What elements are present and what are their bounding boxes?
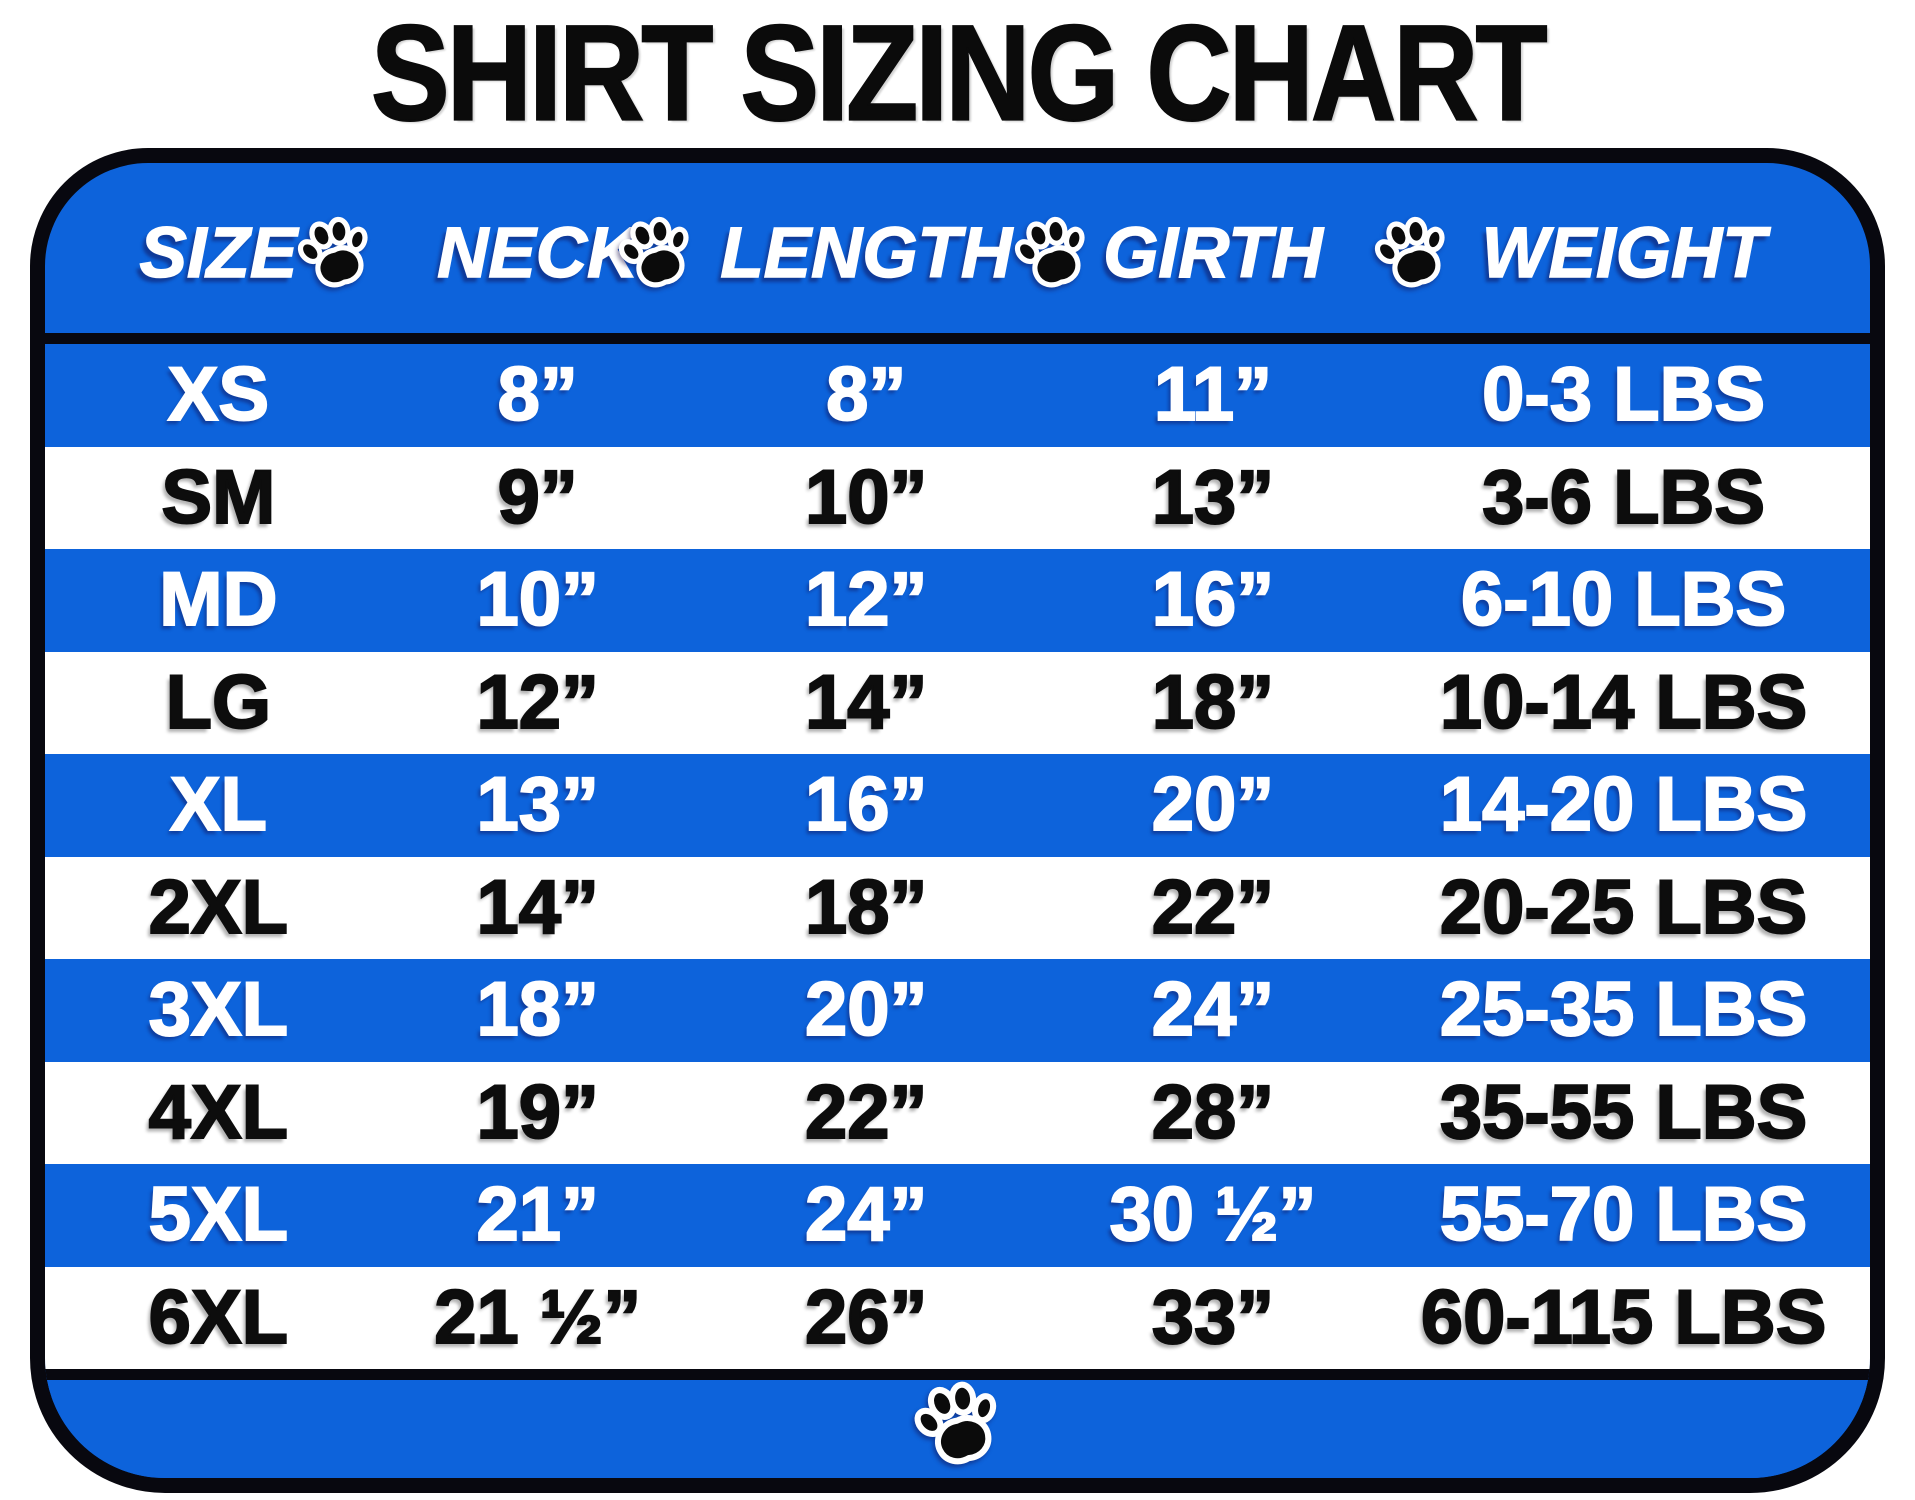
paw-icon	[294, 209, 376, 297]
cell-neck: 12”	[475, 659, 600, 745]
sizing-chart: SIZE NECK LENGTH GIRTH WEIGHT	[30, 148, 1885, 1493]
cell-girth: 33”	[1151, 1274, 1276, 1360]
cell-neck: 21 ½”	[433, 1274, 642, 1360]
cell-girth: 30 ½”	[1108, 1172, 1317, 1258]
cell-weight: 60-115 LBS	[1420, 1274, 1828, 1360]
cell-neck: 9”	[497, 454, 579, 540]
cell-size: XL	[169, 762, 268, 848]
column-header-length: LENGTH	[720, 213, 1013, 294]
cell-neck: 18”	[475, 967, 600, 1053]
cell-neck: 13”	[475, 762, 600, 848]
paw-icon	[1011, 209, 1093, 297]
cell-girth: 11”	[1153, 352, 1273, 438]
cell-girth: 24”	[1151, 967, 1276, 1053]
cell-weight: 25-35 LBS	[1439, 967, 1808, 1053]
cell-size: 2XL	[148, 864, 289, 950]
cell-weight: 6-10 LBS	[1460, 557, 1787, 643]
cell-size: LG	[165, 659, 273, 745]
cell-size: XS	[167, 352, 270, 438]
title-bar: SHIRT SIZING CHART	[0, 0, 1915, 148]
cell-weight: 3-6 LBS	[1481, 454, 1766, 540]
cell-length: 24”	[804, 1172, 929, 1258]
table-row: 6XL 21 ½” 26” 33” 60-115 LBS	[45, 1266, 1870, 1369]
cell-length: 22”	[804, 1069, 929, 1155]
cell-neck: 21”	[475, 1172, 600, 1258]
table-row: LG 12” 14” 18” 10-14 LBS	[45, 651, 1870, 754]
cell-girth: 18”	[1151, 659, 1276, 745]
cell-length: 18”	[804, 864, 929, 950]
table-row: 4XL 19” 22” 28” 35-55 LBS	[45, 1061, 1870, 1164]
table-row: 5XL 21” 24” 30 ½” 55-70 LBS	[45, 1164, 1870, 1267]
paw-icon	[910, 1373, 1006, 1475]
cell-neck: 8”	[497, 352, 579, 438]
cell-size: MD	[158, 557, 278, 643]
table-row: XS 8” 8” 11” 0-3 LBS	[45, 344, 1870, 447]
cell-length: 12”	[804, 557, 929, 643]
cell-girth: 16”	[1151, 557, 1276, 643]
cell-length: 8”	[825, 352, 907, 438]
table-header: SIZE NECK LENGTH GIRTH WEIGHT	[45, 163, 1870, 333]
cell-girth: 22”	[1151, 864, 1276, 950]
cell-weight: 35-55 LBS	[1439, 1069, 1808, 1155]
paw-icon	[1371, 209, 1453, 297]
cell-length: 14”	[804, 659, 929, 745]
column-header-weight: WEIGHT	[1481, 213, 1766, 294]
column-header-girth: GIRTH	[1102, 213, 1323, 294]
header-divider	[45, 333, 1870, 344]
cell-size: SM	[160, 454, 276, 540]
cell-girth: 13”	[1151, 454, 1276, 540]
table-row: XL 13” 16” 20” 14-20 LBS	[45, 754, 1870, 857]
table-footer	[45, 1380, 1870, 1478]
cell-weight: 10-14 LBS	[1439, 659, 1808, 745]
cell-weight: 14-20 LBS	[1439, 762, 1808, 848]
cell-girth: 20”	[1151, 762, 1276, 848]
cell-size: 3XL	[148, 967, 289, 1053]
cell-length: 20”	[804, 967, 929, 1053]
cell-length: 26”	[804, 1274, 929, 1360]
cell-length: 16”	[804, 762, 929, 848]
cell-girth: 28”	[1151, 1069, 1276, 1155]
cell-weight: 55-70 LBS	[1439, 1172, 1808, 1258]
footer-divider	[45, 1369, 1870, 1380]
cell-neck: 14”	[475, 864, 600, 950]
table-row: MD 10” 12” 16” 6-10 LBS	[45, 549, 1870, 652]
cell-size: 5XL	[148, 1172, 289, 1258]
cell-weight: 20-25 LBS	[1439, 864, 1808, 950]
cell-neck: 10”	[475, 557, 600, 643]
column-header-size: SIZE	[139, 213, 298, 294]
cell-weight: 0-3 LBS	[1481, 352, 1766, 438]
table-body: XS 8” 8” 11” 0-3 LBS SM 9” 10” 13” 3-6 L…	[45, 344, 1870, 1369]
page-title: SHIRT SIZING CHART	[370, 0, 1548, 150]
cell-neck: 19”	[475, 1069, 600, 1155]
cell-size: 6XL	[148, 1274, 289, 1360]
table-row: 2XL 14” 18” 22” 20-25 LBS	[45, 856, 1870, 959]
table-row: SM 9” 10” 13” 3-6 LBS	[45, 446, 1870, 549]
cell-size: 4XL	[148, 1069, 289, 1155]
cell-length: 10”	[804, 454, 929, 540]
column-header-neck: NECK	[436, 213, 639, 294]
table-row: 3XL 18” 20” 24” 25-35 LBS	[45, 959, 1870, 1062]
paw-icon	[615, 209, 697, 297]
